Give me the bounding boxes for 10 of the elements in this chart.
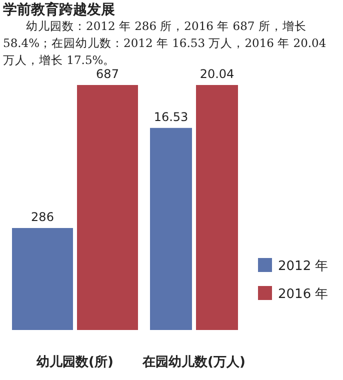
data-label: 687 — [96, 67, 119, 81]
x-axis-title: 幼儿园数(所) — [36, 354, 114, 370]
data-label: 16.53 — [154, 110, 188, 124]
legend-label: 2012 年 — [278, 259, 328, 274]
x-axis-title: 在园幼儿数(万人) — [142, 355, 246, 370]
chart-title: 学前教育跨越发展 — [3, 1, 115, 18]
data-label: 20.04 — [200, 67, 234, 81]
data-label: 286 — [31, 210, 54, 224]
legend-label: 2016 年 — [278, 287, 328, 302]
text: 幼儿园数：2012 年 286 所，2016 年 687 所，增长 58.4%；在园幼儿数：2012 年 16.53 万人，2016 年 20.04 万人，增长 17.5%。 — [3, 19, 326, 67]
